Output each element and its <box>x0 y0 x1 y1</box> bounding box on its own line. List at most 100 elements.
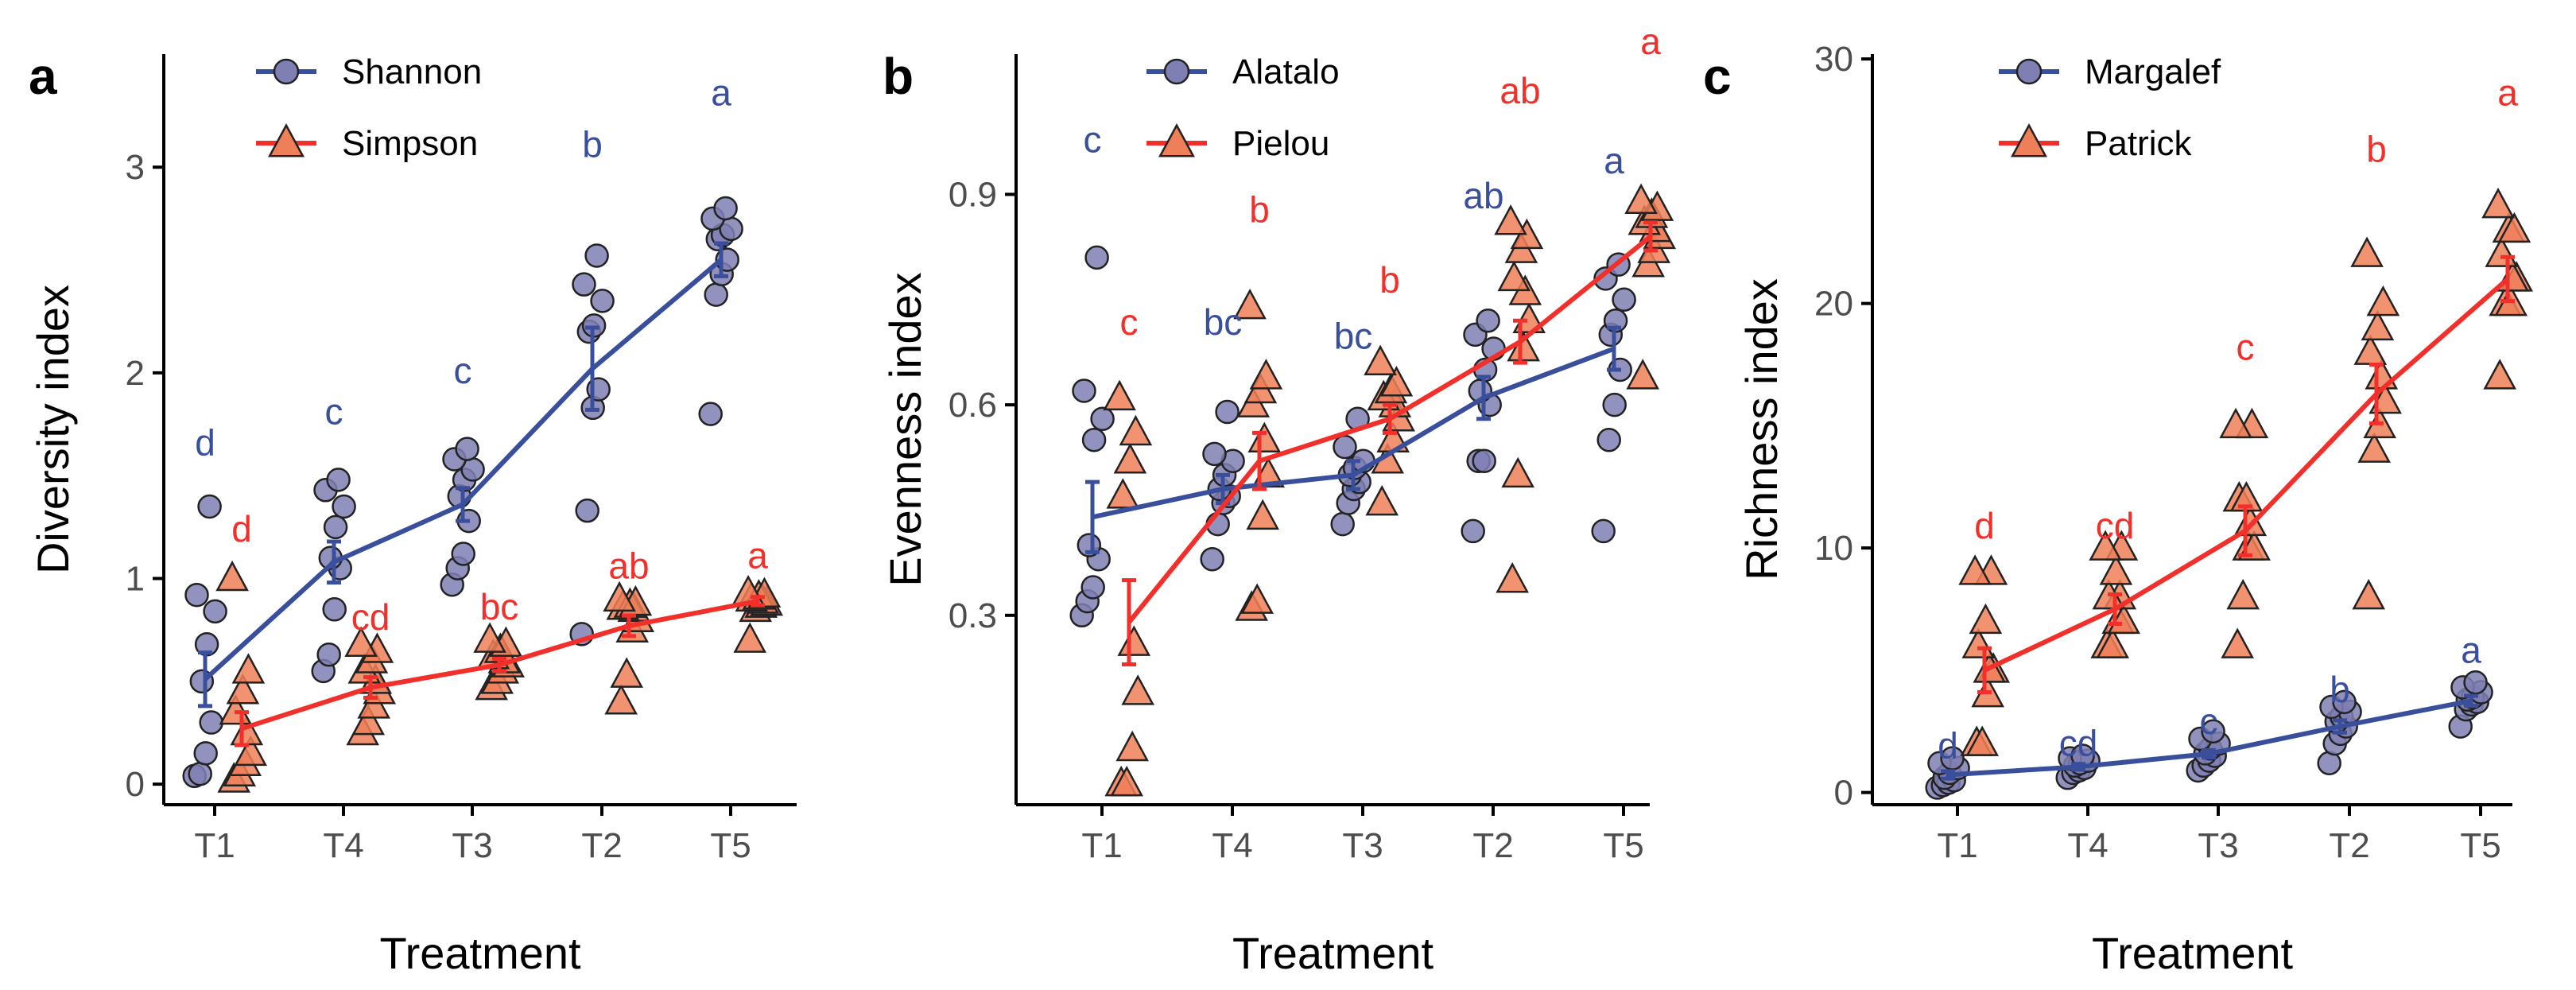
panel-b-pielou-point <box>1115 730 1149 762</box>
panel-c-xtick-label: T3 <box>2198 826 2238 865</box>
panel-a-shannon-point <box>203 599 227 624</box>
panel-c-patrick-letter: cd <box>2096 505 2135 546</box>
panel-c-patrick-point <box>2099 554 2133 585</box>
panel-a-simpson-point <box>733 622 766 653</box>
panel-b: b c bc bc ab a c b b ab a 0.3 0.6 0.9 T1 T4 T3 T2 T5 Al… <box>880 21 1676 978</box>
panel-c-ytick-label: 0 <box>1834 774 1853 813</box>
panel-a-shannon-letter: c <box>454 350 472 391</box>
panel-c-margalef-point <box>2201 719 2225 744</box>
panel-c-margalef-letter: cd <box>2059 723 2098 764</box>
panel-c-patrick-letter: a <box>2497 72 2518 114</box>
panel-a-shannon-point <box>713 196 738 221</box>
panel-b-pielou-letter: a <box>1640 21 1661 62</box>
panel-a-simpson-errorbar <box>751 595 765 608</box>
panel-c-patrick-point <box>2357 432 2391 463</box>
panel-b-legend-item-alatalo: Alatalo <box>1146 52 1340 91</box>
panel-a-shannon-letter: b <box>582 123 603 165</box>
panel-b-pielou-letter: c <box>1120 301 1139 343</box>
panel-b-pielou-point <box>1379 366 1414 397</box>
panel-a-shannon-errorbar <box>198 650 212 709</box>
panel-b-xtick-label: T4 <box>1212 826 1252 865</box>
panel-b-pielou-point <box>1110 765 1143 797</box>
panel-a-shannon-letter: a <box>711 72 731 114</box>
panel-b-alatalo-point <box>1612 287 1636 313</box>
panel-b-pielou-point <box>1119 414 1153 446</box>
panel-a-legend-item-simpson: Simpson <box>256 122 478 163</box>
panel-a-simpson-letter: ab <box>608 545 649 587</box>
panel-c-patrick-point <box>2366 285 2400 316</box>
panel-a-shannon-letter: c <box>325 391 343 433</box>
panel-a-shannon-errorbar <box>327 539 341 585</box>
legend-label: Alatalo <box>1232 52 1340 91</box>
panel-a-simpson-letter: cd <box>351 596 390 638</box>
panel-b-pielou-point <box>1117 625 1151 656</box>
panel-a-simpson-letter: a <box>747 535 768 577</box>
panel-c-patrick-point <box>2219 407 2252 439</box>
panel-b-alatalo-letter: ab <box>1463 175 1503 216</box>
panel-b-pielou-letter: b <box>1379 259 1400 301</box>
panel-b-legend: Alatalo Pielou <box>1146 52 1340 163</box>
panel-b-pielou-point <box>1626 359 1659 390</box>
panel-c-margalef-letter: b <box>2330 669 2350 710</box>
panel-a-shannon-point <box>188 761 212 786</box>
panel-a-simpson-point <box>603 580 636 612</box>
panel-c-xtick-label: T5 <box>2460 826 2500 865</box>
panel-c-patrick-point <box>2481 187 2515 219</box>
panel-a-shannon-point <box>193 741 218 766</box>
panel-c-xtick-label: T4 <box>2067 826 2108 865</box>
panel-c-patrick-point <box>2226 578 2260 610</box>
legend-triangle-marker <box>2011 122 2047 157</box>
panel-b-xtick-label: T1 <box>1081 826 1122 865</box>
panel-c-ytick-label: 20 <box>1814 285 1853 324</box>
panel-b-pielou-point <box>1246 499 1279 530</box>
panel-b-pielou-errorbar <box>1383 402 1397 435</box>
panel-c-patrick-errorbar <box>1977 646 1992 695</box>
panel-c-margalef-point <box>2332 689 2357 715</box>
panel-b-pielou-point <box>1501 456 1534 488</box>
panel-a-shannon-point <box>455 437 479 461</box>
panel-a-shannon-point <box>590 289 615 313</box>
panel-c-patrick-point <box>2096 627 2129 658</box>
panel-a-shannon-point <box>332 494 356 519</box>
legend-triangle-marker <box>268 122 305 157</box>
panel-b-alatalo-point <box>1072 379 1096 403</box>
panel-b-pielou-point <box>1233 288 1267 320</box>
panel-c-patrick-errorbar <box>2369 363 2384 425</box>
panel-c-patrick-point <box>2353 334 2388 365</box>
panel-a-ytick-label: 0 <box>126 765 145 804</box>
panel-c-legend-item-patrick: Patrick <box>1999 122 2192 163</box>
legend-label: Simpson <box>342 124 478 163</box>
panel-c-patrick-point <box>1958 554 1992 585</box>
panel-a-shannon-errorbar <box>585 325 599 412</box>
panel-c-ytick-label: 10 <box>1814 529 1853 568</box>
panel-b-alatalo-letter: bc <box>1334 316 1373 357</box>
panel-a-simpson-errorbar <box>363 675 378 701</box>
panel-b-ytick-label: 0.6 <box>949 386 997 425</box>
panel-c-patrick-errorbar <box>2108 592 2122 626</box>
panel-b-alatalo-point <box>1591 518 1616 544</box>
panel-c-margalef-errorbar <box>2464 693 2478 708</box>
panel-b-pielou-errorbar <box>1643 220 1658 253</box>
panel-c-legend-item-margalef: Margalef <box>1999 52 2221 91</box>
panel-c-patrick-letter: c <box>2237 326 2255 367</box>
panel-a-x-title: Treatment <box>379 928 581 978</box>
panel-b-pielou-point <box>1103 379 1136 411</box>
panel-c-patrick-point <box>1969 603 2003 635</box>
legend-triangle-marker <box>1158 122 1195 157</box>
panel-a-shannon-point <box>184 582 209 608</box>
panel-b-alatalo-letter: bc <box>1204 301 1243 343</box>
panel-c-patrick-point <box>2485 236 2519 267</box>
panel-b-pielou-point <box>1364 344 1397 375</box>
panel-a-simpson-letter: bc <box>480 586 519 627</box>
panel-a-shannon-point <box>322 597 347 622</box>
panel-a-simpson-point <box>344 626 378 658</box>
panel-c-margalef-errorbar <box>2071 762 2085 772</box>
panel-b-x-title: Treatment <box>1232 928 1434 978</box>
panel-a-simpson-point <box>473 622 506 653</box>
panel-c-patrick-point <box>2221 627 2254 658</box>
panel-a-shannon-point <box>572 272 596 297</box>
panel-a-shannon-point <box>698 402 723 426</box>
panel-b-alatalo-point <box>1330 511 1355 537</box>
